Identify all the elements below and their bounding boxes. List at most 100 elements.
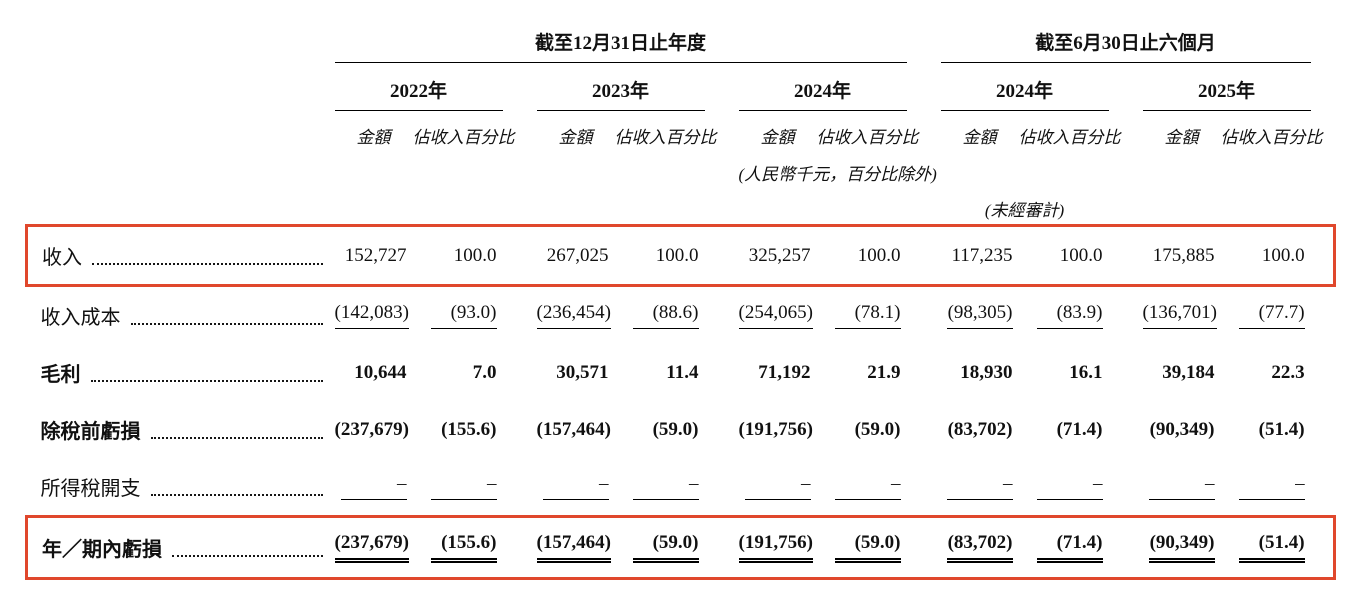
cell-loss-for-year-period-7: (71.4) <box>1018 515 1109 580</box>
underlined-value: – <box>542 473 609 500</box>
double-underlined-value: (191,756) <box>738 532 813 563</box>
column-gap <box>1108 515 1143 580</box>
cell-revenue-4: 325,257 <box>738 224 817 287</box>
cell-loss-before-tax-4: (191,756) <box>738 418 813 440</box>
underlined-value: – <box>632 473 699 500</box>
row-label-loss-for-year-period: 年／期內虧損 <box>25 515 335 580</box>
right-pad <box>1311 458 1335 517</box>
column-gap <box>705 344 739 401</box>
cell-revenue-6: 117,235 <box>940 224 1019 287</box>
column-gap <box>503 458 537 517</box>
table-row-cost-of-revenue: 收入成本 (142,083) (93.0) (236,454) (88.6) (254,0… <box>27 286 1335 345</box>
underlined-value: (98,305) <box>946 302 1013 329</box>
currency-unit-note: (人民幣千元，百分比除外) <box>738 165 937 184</box>
cell-loss-for-year-period-0: (237,679) <box>334 515 413 580</box>
underlined-value: – <box>946 473 1013 500</box>
cell-loss-for-year-period-5: (59.0) <box>816 515 907 580</box>
cell-gross-profit-3: 11.4 <box>666 361 699 383</box>
section-gap <box>907 16 941 63</box>
year-header-2023: 2023年 <box>536 62 705 111</box>
row-label-text: 收入 <box>42 247 82 269</box>
underlined-value: – <box>1148 473 1215 500</box>
cell-revenue-0: 152,727 <box>334 224 413 287</box>
table-row-income-tax-expense: 所得稅開支 – – – – – – – – – – <box>27 458 1335 517</box>
cell-loss-before-tax-3: (59.0) <box>652 418 699 440</box>
underlined-value: (136,701) <box>1142 302 1217 329</box>
cell-cost-of-revenue-9: (77.7) <box>1221 286 1311 345</box>
dot-leader <box>172 555 323 557</box>
table-row-loss-for-year-period: 年／期內虧損 (237,679) (155.6) (157,464) (59.0) (19… <box>25 515 1337 580</box>
section-header-row: 截至12月31日止年度 截至6月30日止六個月 <box>27 16 1335 63</box>
underlined-value: (142,083) <box>334 302 409 329</box>
cell-cost-of-revenue-1: (93.0) <box>413 286 503 345</box>
row-label-cost-of-revenue: 收入成本 <box>27 286 335 345</box>
unit-note-row: (人民幣千元，百分比除外) <box>27 152 1335 188</box>
cell-cost-of-revenue-0: (142,083) <box>334 286 413 345</box>
cell-gross-profit-8: 39,184 <box>1162 361 1215 383</box>
cell-income-tax-expense-0: – <box>335 458 413 517</box>
pct-col-header: 佔收入百分比 <box>412 128 515 147</box>
column-gap <box>906 224 941 287</box>
cell-loss-for-year-period-6: (83,702) <box>940 515 1019 580</box>
year-header-2025-interim: 2025年 <box>1142 62 1311 111</box>
cell-loss-for-year-period-3: (59.0) <box>614 515 705 580</box>
cell-gross-profit-1: 7.0 <box>472 361 497 383</box>
column-gap <box>1108 224 1143 287</box>
amount-col-header: 金額 <box>1164 128 1199 147</box>
interim-section-header: 截至6月30日止六個月 <box>940 16 1311 63</box>
underlined-value: (236,454) <box>536 302 611 329</box>
cell-income-tax-expense-8: – <box>1143 458 1221 517</box>
column-gap <box>906 515 941 580</box>
cell-cost-of-revenue-3: (88.6) <box>615 286 705 345</box>
column-gap <box>1109 401 1143 458</box>
cell-loss-for-year-period-4: (191,756) <box>738 515 817 580</box>
row-label-gross-profit: 毛利 <box>27 344 335 401</box>
cell-loss-for-year-period-9: (51.4) <box>1220 515 1311 580</box>
cell-cost-of-revenue-5: (78.1) <box>817 286 907 345</box>
dot-leader <box>150 437 323 439</box>
column-gap <box>502 224 537 287</box>
double-underlined-value: (71.4) <box>1036 532 1103 563</box>
cell-income-tax-expense-6: – <box>941 458 1019 517</box>
dot-leader <box>90 380 323 382</box>
double-underlined-value: (83,702) <box>946 532 1013 563</box>
cell-loss-before-tax-2: (157,464) <box>536 418 611 440</box>
double-underlined-value: (59.0) <box>834 532 901 563</box>
cell-loss-for-year-period-1: (155.6) <box>412 515 503 580</box>
double-underlined-value: (59.0) <box>632 532 699 563</box>
underlined-value: – <box>744 473 811 500</box>
underlined-value: (83.9) <box>1036 302 1103 329</box>
unaudited-note: (未經審計) <box>984 201 1065 220</box>
cell-income-tax-expense-1: – <box>413 458 503 517</box>
underlined-value: (88.6) <box>632 302 699 329</box>
column-gap <box>503 286 537 345</box>
column-gap <box>503 344 537 401</box>
cell-gross-profit-0: 10,644 <box>354 361 407 383</box>
cell-loss-before-tax-6: (83,702) <box>947 418 1013 440</box>
amount-col-header: 金額 <box>760 128 795 147</box>
row-label-revenue: 收入 <box>25 224 335 287</box>
underlined-value: – <box>1036 473 1103 500</box>
cell-revenue-2: 267,025 <box>536 224 615 287</box>
row-label-loss-before-tax: 除稅前虧損 <box>27 401 335 458</box>
table-row-revenue: 收入 152,727 100.0 267,025 100.0 325,257 100.0 11… <box>25 224 1337 287</box>
cell-income-tax-expense-5: – <box>817 458 907 517</box>
cell-cost-of-revenue-7: (83.9) <box>1019 286 1109 345</box>
double-underlined-value: (237,679) <box>334 532 409 563</box>
right-pad <box>1310 515 1337 580</box>
underlined-value: (78.1) <box>834 302 901 329</box>
column-gap <box>503 401 537 458</box>
underlined-value: (93.0) <box>430 302 497 329</box>
pct-col-header: 佔收入百分比 <box>614 128 717 147</box>
underlined-value: (77.7) <box>1238 302 1305 329</box>
cell-income-tax-expense-2: – <box>537 458 615 517</box>
right-pad <box>1311 286 1335 345</box>
cell-income-tax-expense-3: – <box>615 458 705 517</box>
column-gap <box>1109 286 1143 345</box>
cell-loss-before-tax-7: (71.4) <box>1056 418 1103 440</box>
cell-cost-of-revenue-6: (98,305) <box>941 286 1019 345</box>
row-label-text: 收入成本 <box>40 307 121 329</box>
cell-gross-profit-2: 30,571 <box>556 361 609 383</box>
income-statement-table: 截至12月31日止年度 截至6月30日止六個月 2022年 2023年 2024… <box>25 16 1337 580</box>
table-row-gross-profit: 毛利 10,644 7.0 30,571 11.4 71,192 21.9 18,930 16.… <box>27 344 1335 401</box>
